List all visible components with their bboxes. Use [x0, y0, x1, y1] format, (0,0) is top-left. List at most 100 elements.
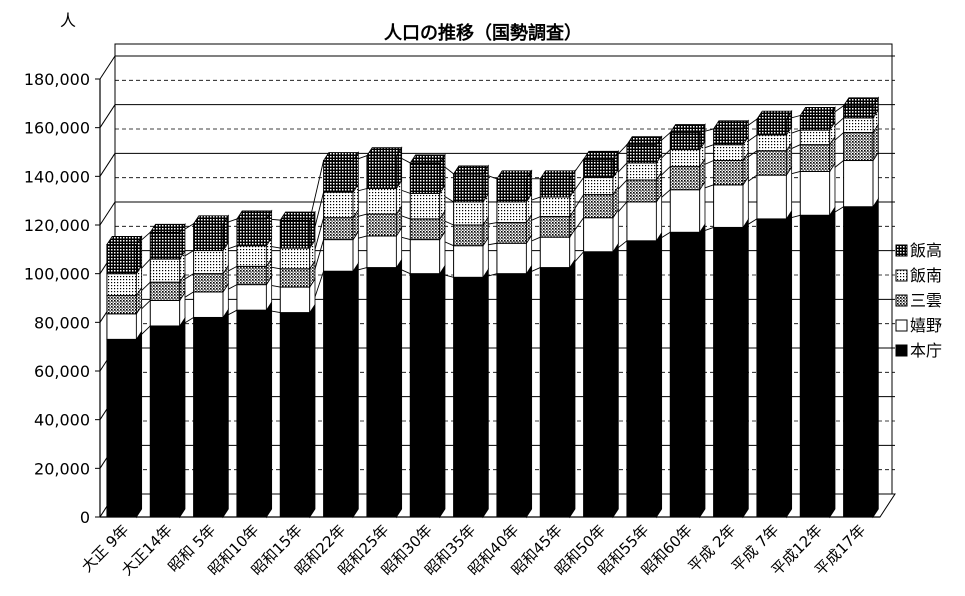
- bar-segment: [366, 188, 397, 215]
- bar-segment: [539, 178, 571, 198]
- y-tick-label: 40,000: [34, 411, 90, 430]
- bar-segment: [106, 243, 137, 275]
- bar-segment: [106, 273, 137, 297]
- bar-segment: [193, 273, 224, 293]
- gridline-side: [99, 153, 116, 177]
- bar-segment: [669, 132, 701, 151]
- bar-segment-side: [872, 151, 879, 209]
- bar-segment: [236, 218, 267, 247]
- bar-segment: [279, 312, 311, 518]
- bar-segment-side: [352, 261, 359, 519]
- bar-segment: [799, 170, 831, 216]
- bar-segment: [583, 251, 614, 518]
- bar-segment: [496, 242, 527, 275]
- bar-segment: [323, 160, 354, 193]
- bar-segment-side: [526, 264, 533, 519]
- y-tick-label: 20,000: [34, 459, 90, 478]
- bar-segment: [843, 206, 874, 518]
- bar-segment: [799, 115, 831, 131]
- bar-segment: [149, 281, 181, 301]
- bar-segment-side: [135, 329, 143, 519]
- bar-segment: [756, 118, 787, 136]
- legend-swatch: [895, 244, 908, 257]
- bar-segment: [366, 235, 397, 269]
- bar-segment: [799, 144, 831, 172]
- bar-segment-side: [439, 264, 446, 519]
- bar-segment: [236, 245, 267, 267]
- bar-segment: [366, 267, 397, 518]
- bar-segment: [626, 144, 657, 164]
- gridline-side: [99, 55, 116, 80]
- bar-segment: [279, 286, 311, 314]
- y-tick-label: 100,000: [24, 265, 90, 284]
- bar-segment: [453, 224, 484, 247]
- bar-segment: [669, 189, 701, 233]
- bar-segment: [279, 219, 311, 249]
- bar-segment-side: [786, 165, 793, 221]
- bar-segment-side: [569, 258, 576, 519]
- bar-segment: [496, 222, 527, 244]
- bar-segment: [669, 166, 701, 191]
- bar-segment: [843, 105, 874, 119]
- bar-top-face: [842, 97, 880, 107]
- legend-swatch: [895, 294, 908, 307]
- bar-top-face: [669, 124, 706, 133]
- bar-top-face: [799, 107, 836, 116]
- bar-top-face: [409, 154, 446, 164]
- bar-segment: [713, 160, 744, 186]
- bar-segment: [323, 270, 354, 518]
- bar-segment: [193, 316, 224, 518]
- bar-segment: [843, 160, 874, 208]
- bar-segment: [799, 214, 831, 518]
- bar-segment: [106, 313, 137, 340]
- bar-segment: [626, 179, 657, 203]
- bar-segment: [539, 196, 571, 217]
- legend-label: 飯南: [910, 266, 942, 285]
- bar-top-face: [626, 136, 663, 146]
- bar-segment-side: [829, 205, 836, 519]
- bar-segment: [539, 267, 571, 518]
- bar-segment: [669, 149, 701, 168]
- gridline-side: [99, 201, 116, 226]
- y-axis-unit-label: 人: [60, 11, 76, 30]
- bar-segment: [713, 144, 744, 162]
- bar-top-face: [756, 110, 793, 120]
- bar-segment: [583, 177, 614, 196]
- bar-top-face: [149, 223, 186, 233]
- bar-segment: [279, 247, 311, 270]
- legend-label: 本庁: [910, 341, 942, 360]
- legend-label: 飯高: [910, 241, 942, 260]
- chart-title: 人口の推移（国勢調査）: [384, 22, 582, 44]
- bar-segment: [496, 201, 527, 224]
- y-tick-label: 80,000: [34, 313, 90, 332]
- bar-segment: [626, 162, 657, 181]
- bar-segment: [366, 155, 397, 189]
- bar-segment: [236, 265, 267, 286]
- bar-top-face: [712, 120, 750, 130]
- bar-segment: [496, 178, 527, 203]
- bar-segment: [323, 239, 354, 272]
- bar-segment: [496, 273, 527, 518]
- bar-top-face: [366, 147, 403, 157]
- bar-top-face: [236, 210, 273, 220]
- legend-swatch: [895, 344, 908, 357]
- bar-segment: [279, 268, 311, 288]
- bar-segment: [583, 194, 614, 219]
- bar-segment: [453, 173, 484, 203]
- y-tick-label: 160,000: [24, 119, 90, 138]
- bar-segment: [756, 218, 787, 518]
- bar-segment: [236, 309, 267, 518]
- bar-segment: [323, 191, 354, 219]
- bar-segment-side: [786, 209, 793, 519]
- y-tick-label: 0: [80, 508, 90, 527]
- legend-swatch: [895, 269, 908, 282]
- bar-segment-side: [742, 175, 749, 229]
- legend-swatch: [895, 319, 908, 332]
- bar-segment: [626, 240, 657, 518]
- y-tick-label: 140,000: [24, 167, 90, 186]
- bar-segment-side: [742, 218, 749, 519]
- bar-segment: [539, 236, 571, 269]
- y-tick-label: 180,000: [24, 70, 90, 89]
- bar-segment: [193, 250, 224, 275]
